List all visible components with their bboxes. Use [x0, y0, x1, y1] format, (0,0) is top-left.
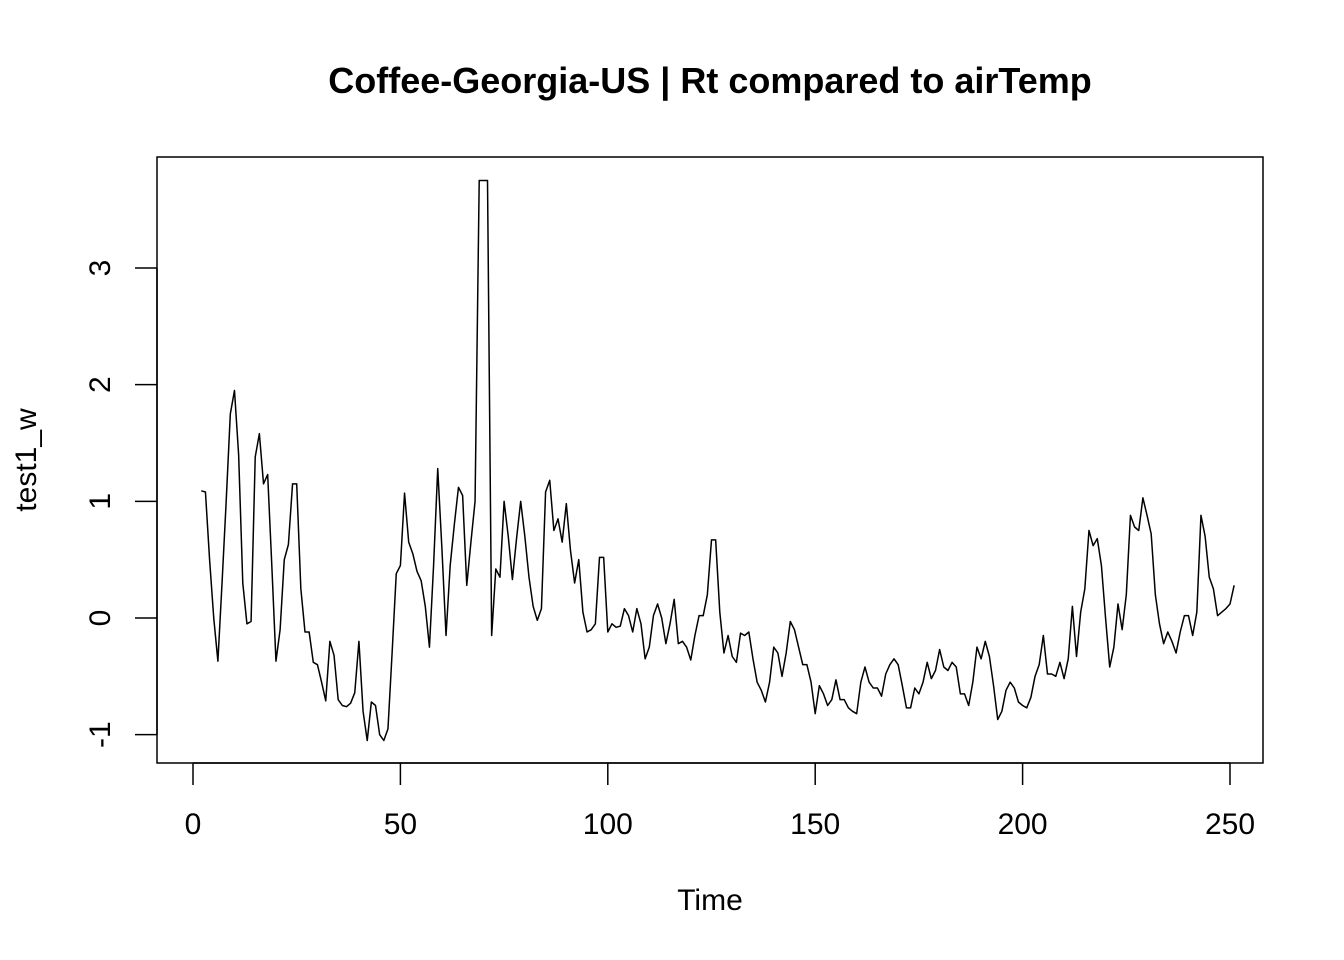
x-tick-label: 250: [1205, 808, 1255, 841]
y-axis-label: test1_w: [10, 408, 43, 512]
x-tick-label: 0: [185, 808, 202, 841]
x-tick-label: 50: [384, 808, 417, 841]
x-tick-label: 100: [583, 808, 633, 841]
x-axis: 0 50 100 150 200 250: [185, 762, 1255, 841]
x-axis-label: Time: [677, 884, 743, 917]
y-tick-label: 3: [84, 260, 117, 277]
chart-title: Coffee-Georgia-US | Rt compared to airTe…: [328, 60, 1092, 102]
y-axis: -1 0 1 2 3: [84, 260, 158, 748]
plot-frame: [156, 156, 1264, 764]
y-tick-label: 0: [84, 610, 117, 627]
y-tick-label: 2: [84, 376, 117, 393]
x-tick-label: 200: [998, 808, 1048, 841]
series-line: [201, 179, 1235, 742]
y-tick-label: 1: [84, 493, 117, 510]
x-tick-label: 150: [790, 808, 840, 841]
y-tick-label: -1: [84, 721, 117, 748]
